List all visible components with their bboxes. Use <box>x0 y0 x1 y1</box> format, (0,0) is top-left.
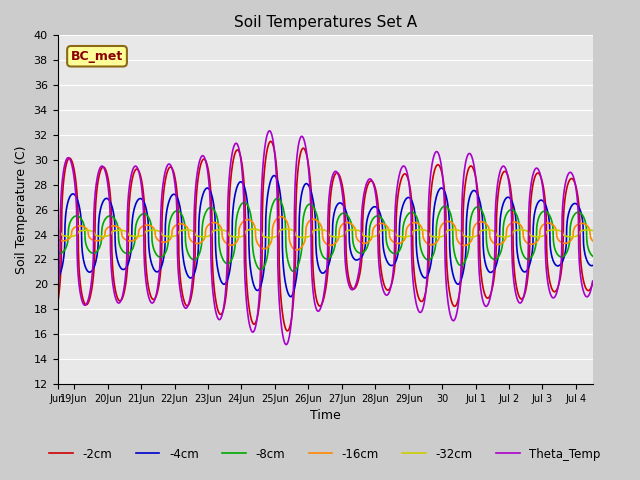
-16cm <box>476 219 483 225</box>
X-axis label: Time: Time <box>310 409 340 422</box>
-8cm <box>300 211 308 217</box>
-32cm <box>54 228 61 234</box>
Line: Theta_Temp: Theta_Temp <box>58 131 593 345</box>
Text: BC_met: BC_met <box>71 50 123 63</box>
-16cm <box>81 224 89 230</box>
-4cm <box>54 275 61 281</box>
-2cm <box>476 214 483 220</box>
Line: -16cm: -16cm <box>58 216 593 250</box>
-8cm <box>476 205 483 211</box>
-32cm <box>574 233 582 239</box>
-16cm <box>589 238 596 244</box>
-32cm <box>81 228 89 233</box>
-4cm <box>476 197 483 203</box>
-4cm <box>574 202 582 208</box>
-4cm <box>81 263 89 268</box>
Line: -8cm: -8cm <box>58 198 593 271</box>
-32cm <box>589 228 596 233</box>
-2cm <box>300 145 308 151</box>
-8cm <box>273 195 281 201</box>
-32cm <box>314 227 322 232</box>
-16cm <box>573 222 581 228</box>
Y-axis label: Soil Temperature (C): Soil Temperature (C) <box>15 145 28 274</box>
-4cm <box>314 263 322 268</box>
-2cm <box>314 302 322 308</box>
-8cm <box>81 228 89 233</box>
-2cm <box>54 301 61 307</box>
Title: Soil Temperatures Set A: Soil Temperatures Set A <box>234 15 417 30</box>
-2cm <box>589 280 596 286</box>
-2cm <box>267 138 275 144</box>
Theta_Temp <box>54 292 61 298</box>
-4cm <box>300 183 308 189</box>
Theta_Temp <box>589 278 596 284</box>
-8cm <box>314 219 322 225</box>
-8cm <box>573 209 581 215</box>
Theta_Temp <box>300 137 308 143</box>
Theta_Temp <box>282 342 290 348</box>
-2cm <box>284 328 291 334</box>
Line: -4cm: -4cm <box>58 176 593 297</box>
Legend: -2cm, -4cm, -8cm, -16cm, -32cm, Theta_Temp: -2cm, -4cm, -8cm, -16cm, -32cm, Theta_Te… <box>45 443 605 465</box>
-16cm <box>54 236 61 242</box>
-16cm <box>574 222 582 228</box>
-32cm <box>300 235 308 240</box>
Theta_Temp <box>81 302 89 308</box>
-2cm <box>573 191 581 196</box>
-4cm <box>573 202 581 208</box>
Line: -2cm: -2cm <box>58 141 593 331</box>
-4cm <box>270 173 278 179</box>
-32cm <box>573 233 581 239</box>
-8cm <box>289 268 297 274</box>
-8cm <box>589 253 596 259</box>
-32cm <box>476 229 483 235</box>
-16cm <box>277 214 285 219</box>
Theta_Temp <box>266 128 273 133</box>
Theta_Temp <box>574 201 582 206</box>
-8cm <box>574 209 582 215</box>
-16cm <box>300 240 308 246</box>
Theta_Temp <box>573 197 581 203</box>
-4cm <box>287 294 295 300</box>
Theta_Temp <box>314 308 322 314</box>
Theta_Temp <box>476 273 483 278</box>
-2cm <box>574 192 582 198</box>
Line: -32cm: -32cm <box>58 229 593 238</box>
-32cm <box>266 235 274 240</box>
-8cm <box>54 250 61 255</box>
-2cm <box>81 301 89 307</box>
-16cm <box>314 219 322 225</box>
-16cm <box>292 247 300 253</box>
-4cm <box>589 263 596 268</box>
-32cm <box>283 226 291 232</box>
